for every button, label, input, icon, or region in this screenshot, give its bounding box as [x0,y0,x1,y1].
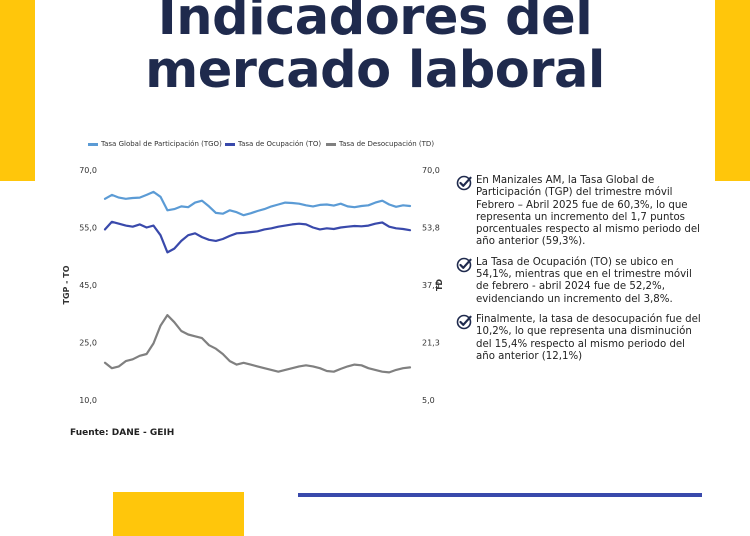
bullet-item: La Tasa de Ocupación (TO) se ubico en 54… [456,257,706,306]
series-line-to [103,220,412,254]
series-line-tgo [103,190,412,217]
legend-label-tgo: Tasa Global de Participación (TGO) [101,140,222,148]
line-chart: TGP - TO TD 70,0 55,0 45,0 25,0 10,0 70,0 53,… [62,166,444,405]
yellow-accent-right [715,0,750,181]
y-tick-label-left: 70,0 [79,166,97,175]
y-tick-label-right: 5,0 [422,396,435,405]
bullet-text-td: Finalmente, la tasa de desocupación fue … [476,313,701,362]
y-tick-label-left: 45,0 [79,281,97,290]
legend-label-td: Tasa de Desocupación (TD) [339,140,435,148]
series-lines [103,190,412,374]
legend-label-to: Tasa de Ocupación (TO) [238,140,322,148]
check-circle-icon [456,314,472,330]
yellow-accent-left [0,0,35,181]
y-ticks-left: 70,0 55,0 45,0 25,0 10,0 [79,166,97,405]
y-tick-label-left: 55,0 [79,224,97,233]
y-tick-label-right: 70,0 [422,166,440,175]
bullet-item: En Manizales AM, la Tasa Global de Parti… [456,175,706,249]
bullet-text-to: La Tasa de Ocupación (TO) se ubico en 54… [476,256,692,305]
series-line-td [103,314,412,374]
legend-swatch-to [225,142,235,146]
legend-swatch-td [326,142,336,146]
legend-item-to: Tasa de Ocupación (TO) [225,140,321,148]
page-title-line1: Indicadores del [157,0,593,47]
y-tick-label-right: 37,5 [422,281,440,290]
bullet-text-tgp: En Manizales AM, la Tasa Global de Parti… [476,175,700,248]
y-axis-label-right: TD [435,279,444,291]
divider-line [298,493,702,497]
legend-swatch-tgo [88,142,98,146]
check-circle-icon [456,175,472,191]
check-circle-icon [456,257,472,273]
legend-item-tgo: Tasa Global de Participación (TGO) [88,140,222,148]
yellow-accent-bottom [113,492,244,536]
y-tick-label-right: 21,3 [422,339,440,348]
page-title-line2: mercado laboral [145,41,605,100]
y-ticks-right: 70,0 53,8 37,5 21,3 5,0 [422,166,440,405]
bullet-item: Finalmente, la tasa de desocupación fue … [456,314,706,363]
legend-item-td: Tasa de Desocupación (TD) [326,140,434,148]
y-tick-label-right: 53,8 [422,224,440,233]
source-note: Fuente: DANE - GEIH [70,428,175,438]
y-tick-label-left: 10,0 [79,396,97,405]
y-axis-label-left: TGP - TO [62,265,71,304]
summary-bullets: En Manizales AM, la Tasa Global de Parti… [456,175,706,371]
y-tick-label-left: 25,0 [79,339,97,348]
